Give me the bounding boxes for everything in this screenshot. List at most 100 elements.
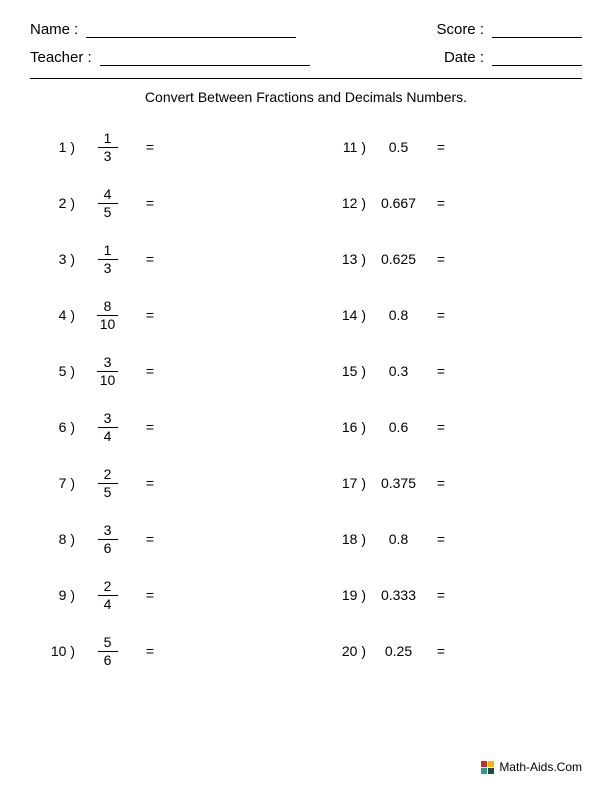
equals-sign: = <box>135 363 165 379</box>
problem-number: 20 ) <box>331 643 371 659</box>
header-row-1: Name : Score : <box>30 20 582 38</box>
problem-value: 0.3 <box>371 363 426 379</box>
problem-number: 3 ) <box>40 251 80 267</box>
score-input-line[interactable] <box>492 20 582 38</box>
problem-number: 7 ) <box>40 475 80 491</box>
problem-row: 6 )34= <box>40 407 291 447</box>
decimal-value: 0.8 <box>389 307 408 323</box>
fraction: 13 <box>98 130 118 163</box>
problem-row: 14 )0.8= <box>331 295 582 335</box>
problem-number: 11 ) <box>331 139 371 155</box>
problem-value: 0.667 <box>371 195 426 211</box>
problem-number: 17 ) <box>331 475 371 491</box>
fraction: 45 <box>98 186 118 219</box>
problem-value: 0.5 <box>371 139 426 155</box>
problem-value: 0.625 <box>371 251 426 267</box>
numerator: 8 <box>101 298 115 314</box>
equals-sign: = <box>135 419 165 435</box>
right-column: 11 )0.5=12 )0.667=13 )0.625=14 )0.8=15 )… <box>331 127 582 671</box>
decimal-value: 0.6 <box>389 419 408 435</box>
numerator: 4 <box>101 186 115 202</box>
problem-number: 8 ) <box>40 531 80 547</box>
decimal-value: 0.25 <box>385 643 412 659</box>
problem-value: 36 <box>80 522 135 555</box>
problem-number: 5 ) <box>40 363 80 379</box>
problem-number: 16 ) <box>331 419 371 435</box>
equals-sign: = <box>135 643 165 659</box>
equals-sign: = <box>135 195 165 211</box>
score-label: Score : <box>436 21 484 38</box>
problem-row: 2 ) 45 = <box>40 183 291 223</box>
problem-number: 2 ) <box>40 195 80 211</box>
equals-sign: = <box>426 139 456 155</box>
name-label: Name : <box>30 21 78 38</box>
problem-value: 25 <box>80 466 135 499</box>
problem-row: 13 )0.625= <box>331 239 582 279</box>
equals-sign: = <box>135 531 165 547</box>
teacher-field-group: Teacher : <box>30 48 310 66</box>
instructions-text: Convert Between Fractions and Decimals N… <box>30 89 582 105</box>
equals-sign: = <box>135 587 165 603</box>
problem-value: 0.333 <box>371 587 426 603</box>
teacher-input-line[interactable] <box>100 48 310 66</box>
problem-value: 13 <box>80 130 135 163</box>
denominator: 3 <box>101 148 115 164</box>
problem-number: 12 ) <box>331 195 371 211</box>
footer-logo-icon <box>481 761 494 774</box>
problem-number: 15 ) <box>331 363 371 379</box>
problem-value: 45 <box>80 186 135 219</box>
problem-number: 13 ) <box>331 251 371 267</box>
problem-number: 19 ) <box>331 587 371 603</box>
problem-value: 0.375 <box>371 475 426 491</box>
problem-value: 13 <box>80 242 135 275</box>
equals-sign: = <box>426 363 456 379</box>
problem-row: 8 ) 36 = <box>40 519 291 559</box>
problem-number: 6 ) <box>40 419 80 435</box>
decimal-value: 0.8 <box>389 531 408 547</box>
header-fields: Name : Score : Teacher : Date : <box>30 20 582 66</box>
problem-row: 19 )0.333= <box>331 575 582 615</box>
problem-number: 1 ) <box>40 139 80 155</box>
problem-number: 18 ) <box>331 531 371 547</box>
equals-sign: = <box>135 251 165 267</box>
problem-value: 0.25 <box>371 643 426 659</box>
fraction: 13 <box>98 242 118 275</box>
problem-row: 4 )810= <box>40 295 291 335</box>
equals-sign: = <box>426 643 456 659</box>
name-field-group: Name : <box>30 20 296 38</box>
header-row-2: Teacher : Date : <box>30 48 582 66</box>
fraction: 310 <box>97 354 119 387</box>
score-field-group: Score : <box>436 20 582 38</box>
equals-sign: = <box>135 475 165 491</box>
header-divider <box>30 78 582 79</box>
decimal-value: 0.5 <box>389 139 408 155</box>
problem-row: 7 )25= <box>40 463 291 503</box>
problem-value: 56 <box>80 634 135 667</box>
equals-sign: = <box>426 195 456 211</box>
denominator: 5 <box>101 484 115 500</box>
problem-number: 9 ) <box>40 587 80 603</box>
footer: Math-Aids.Com <box>481 760 582 774</box>
numerator: 2 <box>101 578 115 594</box>
date-field-group: Date : <box>444 48 582 66</box>
problem-row: 16 )0.6= <box>331 407 582 447</box>
problem-row: 15 ) 0.3 = <box>331 351 582 391</box>
equals-sign: = <box>135 307 165 323</box>
denominator: 10 <box>97 316 119 332</box>
problem-value: 34 <box>80 410 135 443</box>
equals-sign: = <box>135 139 165 155</box>
fraction: 36 <box>98 522 118 555</box>
problem-row: 11 ) 0.5 = <box>331 127 582 167</box>
denominator: 6 <box>101 652 115 668</box>
numerator: 2 <box>101 466 115 482</box>
problem-value: 310 <box>80 354 135 387</box>
equals-sign: = <box>426 307 456 323</box>
problems-container: 1 )13=2 )45=3 )13=4 )810=5 )310=6 )34=7 … <box>30 127 582 671</box>
denominator: 10 <box>97 372 119 388</box>
decimal-value: 0.3 <box>389 363 408 379</box>
date-input-line[interactable] <box>492 48 582 66</box>
name-input-line[interactable] <box>86 20 296 38</box>
fraction: 24 <box>98 578 118 611</box>
teacher-label: Teacher : <box>30 49 92 66</box>
denominator: 4 <box>101 428 115 444</box>
